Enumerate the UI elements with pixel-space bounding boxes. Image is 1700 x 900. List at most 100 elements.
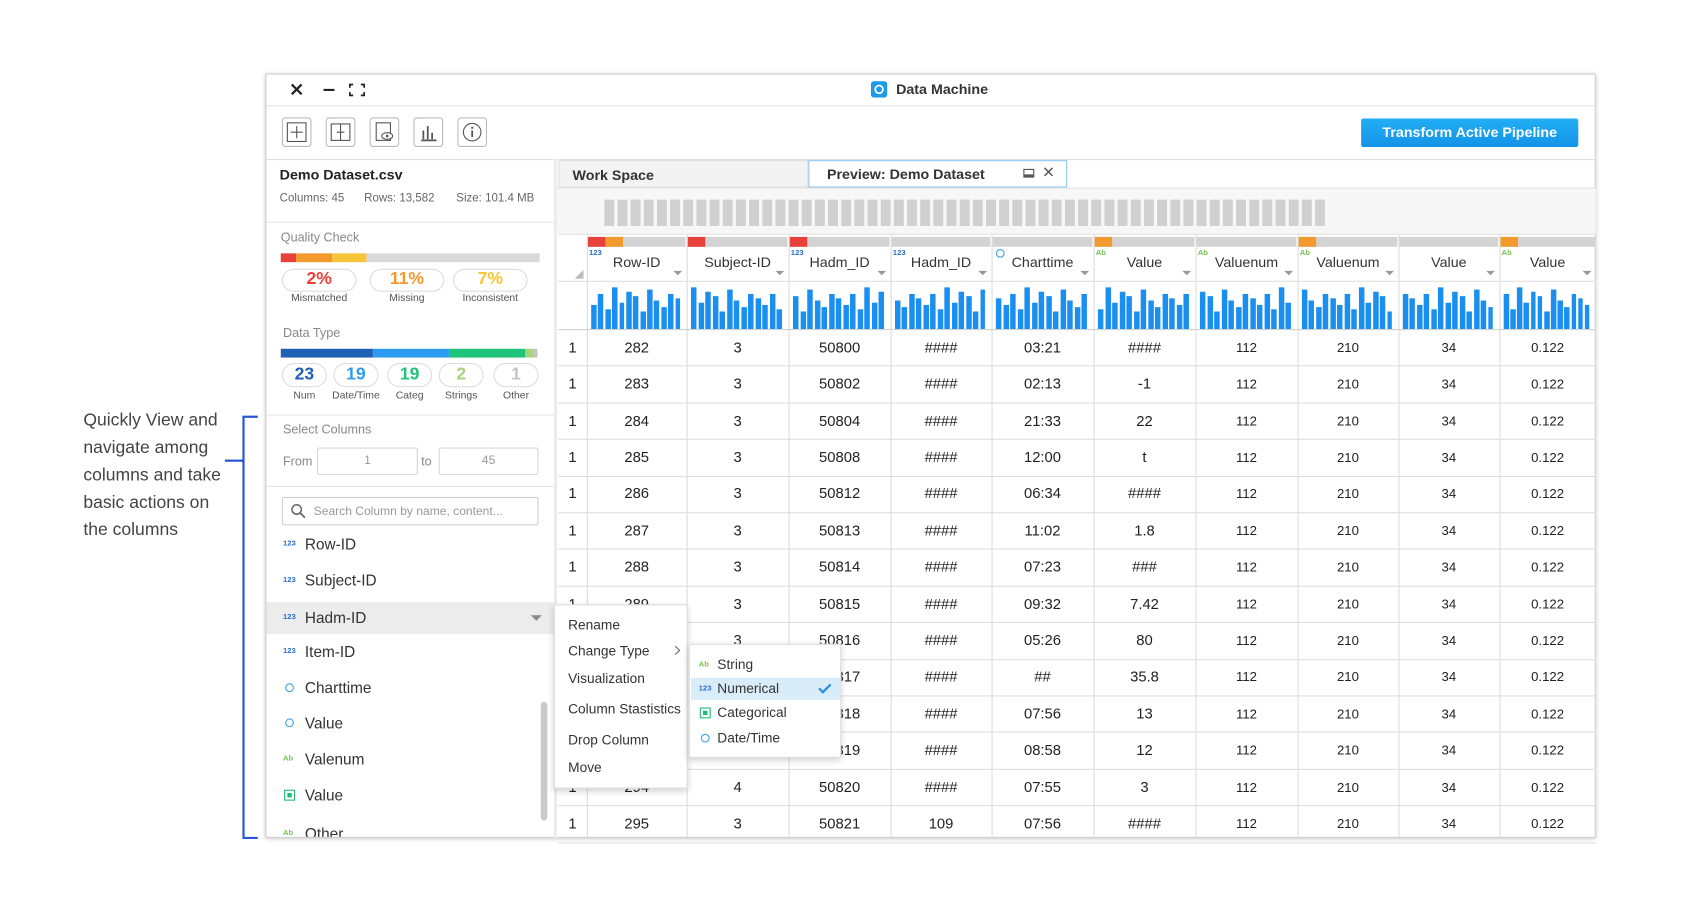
cell: 210 (1336, 815, 1359, 832)
histogram-bar (1466, 311, 1473, 330)
header-dropdown[interactable] (1284, 270, 1294, 276)
header-dropdown[interactable] (775, 270, 785, 276)
dataset-name: Demo Dataset.csv (279, 166, 403, 183)
column-name[interactable]: Subject-ID (304, 571, 377, 589)
row-number: 1 (568, 485, 577, 502)
row-divider (558, 695, 1596, 697)
column-name[interactable]: Row-ID (304, 535, 357, 553)
menu-item[interactable]: Column Stastistics (568, 701, 681, 718)
menu-item[interactable]: Change Type (568, 643, 650, 659)
histogram-bar (640, 311, 646, 330)
histogram-bar (1024, 287, 1031, 330)
menu-item[interactable]: Visualization (568, 670, 645, 687)
add-button[interactable] (281, 117, 312, 147)
selected-row[interactable] (266, 602, 554, 634)
row-divider (558, 365, 1596, 367)
cell: 0.122 (1531, 412, 1565, 429)
cell: 210 (1336, 596, 1359, 612)
histogram-bar (633, 296, 639, 330)
window-controls[interactable] (285, 79, 373, 101)
column-header: Hadm_ID (910, 253, 972, 271)
histogram-bar (1017, 309, 1023, 330)
date-icon (285, 718, 294, 728)
scroll-block (959, 199, 970, 226)
type-menu-item[interactable]: Categorical (717, 704, 787, 721)
context-menu: Rename Change Type Visualization Column Sta… (553, 604, 688, 789)
header-dropdown[interactable] (1582, 270, 1592, 276)
transform-button[interactable]: Transform Active Pipeline (1361, 118, 1579, 147)
histogram-bar (1003, 304, 1009, 330)
type-menu: Ab String 123 Numerical Categorical Date/Time (688, 643, 842, 758)
histogram-bar (741, 307, 747, 330)
histogram-bar (871, 302, 878, 330)
histogram-bar (857, 309, 864, 330)
scroll-block (880, 199, 891, 226)
close-icon[interactable] (290, 83, 303, 96)
column-list: 123 Row-ID 123 Subject-ID 123 Hadm-ID 123 Item-… (266, 529, 554, 837)
data-type-label: Categ (395, 389, 424, 402)
column-name[interactable]: Hadm-ID (304, 608, 367, 627)
type-menu-item[interactable]: Date/Time (717, 730, 781, 746)
scroll-block (1130, 199, 1141, 226)
cell: 05:26 (1023, 631, 1062, 649)
histogram-bar (902, 307, 908, 330)
header-dropdown[interactable] (1486, 270, 1495, 276)
chart-button[interactable] (413, 117, 444, 147)
menu-item[interactable]: Move (568, 759, 602, 776)
tab-pin-icon[interactable] (1023, 168, 1035, 178)
histogram-bar (1228, 300, 1235, 330)
header-dropdown[interactable] (1385, 270, 1395, 276)
cell: 12:00 (1023, 448, 1062, 466)
cell: 210 (1336, 559, 1359, 575)
cell: 112 (1236, 815, 1258, 832)
column-name[interactable]: Other (304, 824, 344, 837)
histogram-bar (995, 298, 1002, 330)
header-dropdown[interactable] (978, 270, 988, 276)
column-name[interactable]: Value (304, 714, 344, 732)
histogram-bar (755, 298, 762, 330)
cell: #### (1128, 815, 1161, 832)
scroll-block (749, 199, 759, 226)
cell: 0.122 (1531, 522, 1565, 539)
columns-button[interactable] (325, 117, 356, 147)
histogram-bar (1337, 304, 1343, 330)
header-dropdown[interactable] (1182, 270, 1192, 276)
histogram-bar (1409, 298, 1416, 330)
menu-item[interactable]: Drop Column (568, 732, 649, 748)
tab-close-icon[interactable]: ✕ (1041, 163, 1055, 181)
cell: 50804 (819, 412, 861, 429)
cell: 112 (1236, 779, 1258, 795)
histogram-bar (1038, 291, 1045, 330)
column-name[interactable]: Charttime (304, 678, 372, 697)
header-dropdown[interactable] (877, 270, 887, 276)
cell: 0.122 (1531, 559, 1565, 575)
row-dropdown[interactable] (530, 615, 542, 621)
cell: 02:13 (1023, 375, 1062, 392)
header-dropdown[interactable] (673, 270, 683, 276)
column-name[interactable]: Item-ID (304, 642, 356, 661)
cell: 0.122 (1531, 742, 1565, 758)
menu-item[interactable]: Rename (568, 617, 620, 633)
scroll-block (933, 199, 944, 226)
tab-active[interactable]: Preview: Demo Dataset (808, 160, 1068, 188)
type-menu-item[interactable]: String (717, 656, 754, 673)
quality-bar-track (280, 253, 540, 263)
info-button[interactable] (457, 117, 487, 147)
column-name[interactable]: Valenum (304, 750, 365, 768)
preview-button[interactable] (369, 117, 400, 147)
selected-item[interactable] (690, 677, 841, 700)
to-input[interactable]: 45 (438, 447, 539, 475)
tab[interactable]: Work Space (558, 160, 809, 188)
quality-track (1298, 236, 1398, 247)
column-name[interactable]: Value (304, 786, 344, 804)
header-dropdown[interactable] (1080, 270, 1090, 276)
quality-pill (369, 268, 445, 292)
dataset-stat: Rows: 13,582 (364, 191, 435, 205)
histogram-bar (1459, 296, 1465, 330)
histogram-bar (1480, 300, 1487, 330)
maximize-icon[interactable] (349, 83, 366, 97)
from-input[interactable]: 1 (316, 447, 418, 475)
section-title: Quality Check (280, 231, 360, 245)
search-box[interactable]: Search Column by name, content... (281, 496, 539, 526)
type-menu-item[interactable]: Numerical (717, 680, 780, 697)
